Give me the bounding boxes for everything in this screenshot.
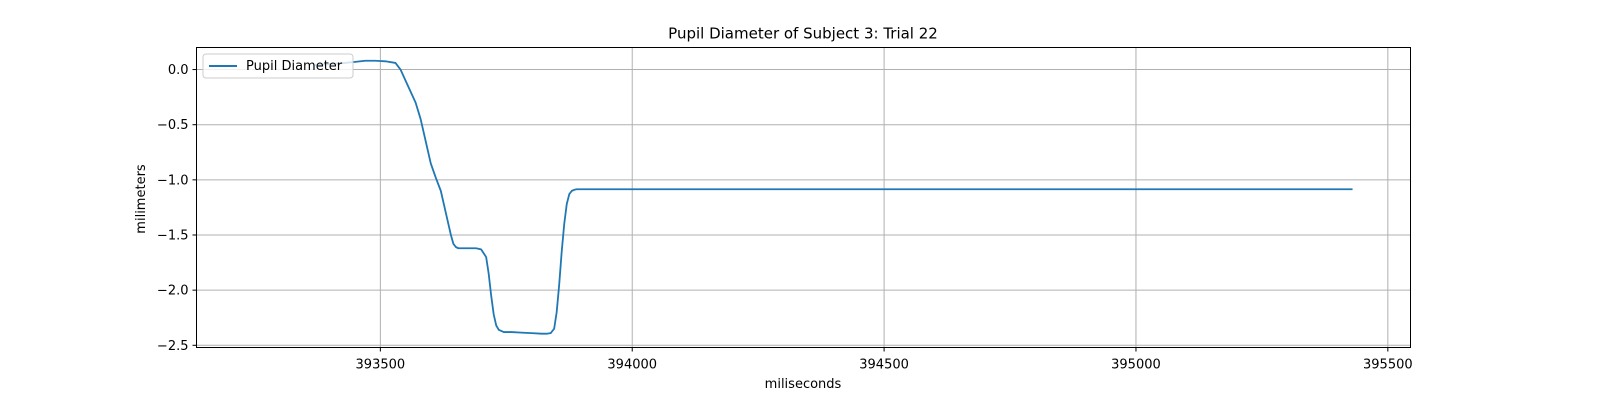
x-axis-label: miliseconds	[765, 377, 842, 392]
y-tick-label: −0.5	[157, 118, 189, 133]
y-axis: 0.0 −0.5 −1.0 −1.5 −2.0 −2.5	[157, 63, 197, 354]
y-tick-label: −2.0	[157, 284, 189, 299]
x-tick-label: 395000	[1111, 358, 1161, 373]
series-line-pupil-diameter	[314, 59, 1353, 335]
legend-box	[202, 53, 354, 79]
x-tick-label: 393500	[356, 358, 406, 373]
x-tick-label: 394500	[859, 358, 909, 373]
y-tick-label: 0.0	[168, 63, 189, 78]
grid	[196, 47, 1411, 348]
series-layer	[314, 59, 1353, 335]
plot-frame	[196, 47, 1411, 348]
x-axis: 393500 394000 394500 395000 395500	[356, 347, 1413, 373]
x-tick-label: 394000	[607, 358, 657, 373]
y-tick-label: −1.5	[157, 229, 189, 244]
y-axis-label: milimeters	[134, 164, 149, 234]
y-tick-label: −1.0	[157, 173, 189, 188]
legend-label-pupil-diameter: Pupil Diameter	[246, 59, 343, 74]
x-tick-label: 395500	[1363, 358, 1413, 373]
legend: Pupil Diameter	[202, 53, 354, 79]
y-tick-label: −2.5	[157, 339, 189, 354]
chart-title: Pupil Diameter of Subject 3: Trial 22	[668, 25, 938, 43]
